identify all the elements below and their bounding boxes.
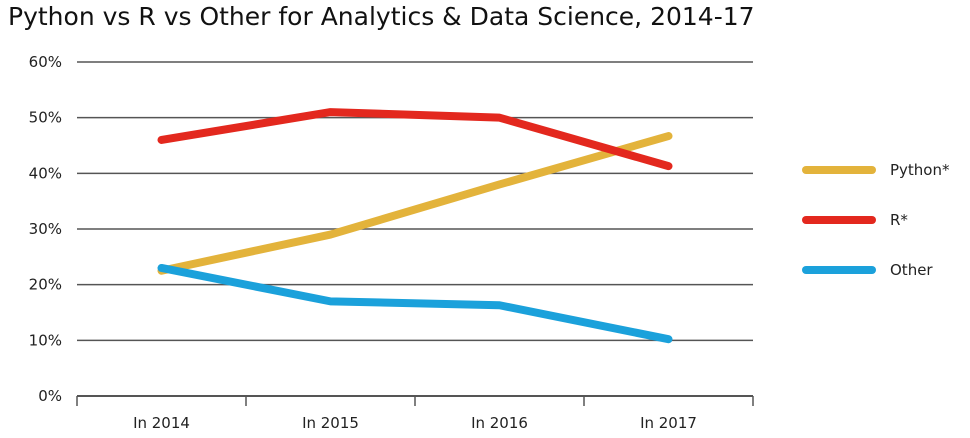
x-tick-label: In 2017 <box>640 414 697 432</box>
series-line-python <box>157 132 673 275</box>
chart-title: Python vs R vs Other for Analytics & Dat… <box>8 2 755 31</box>
y-tick-label: 60% <box>29 53 62 71</box>
y-tick-label: 40% <box>29 164 62 182</box>
legend-label: Other <box>890 261 933 279</box>
x-tick-label: In 2016 <box>471 414 528 432</box>
series-line-other <box>157 263 673 344</box>
y-tick-label: 20% <box>29 276 62 294</box>
x-tick-label: In 2015 <box>302 414 359 432</box>
y-axis-ticks: 0% 10% 20% 30% 40% 50% 60% <box>29 53 62 405</box>
y-tick-label: 0% <box>38 387 62 405</box>
y-tick-label: 10% <box>29 331 62 349</box>
x-axis: In 2014 In 2015 In 2016 In 2017 <box>76 395 754 432</box>
series-lines <box>157 108 673 344</box>
legend-label: Python* <box>890 161 950 179</box>
legend-label: R* <box>890 211 908 229</box>
series-line-r <box>157 108 673 171</box>
y-tick-label: 50% <box>29 109 62 127</box>
y-tick-label: 30% <box>29 220 62 238</box>
x-tick-label: In 2014 <box>133 414 190 432</box>
legend: Python* R* Other <box>802 161 950 279</box>
